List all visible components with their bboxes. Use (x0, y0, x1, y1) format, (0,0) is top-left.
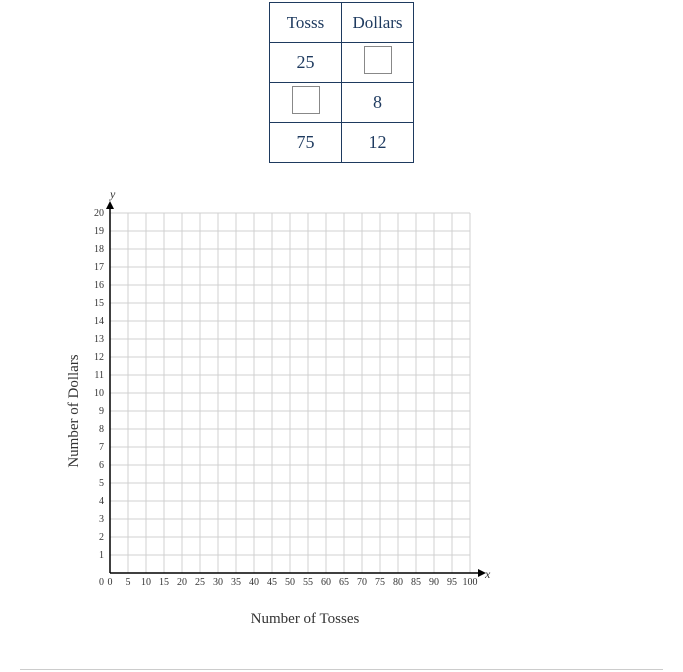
svg-text:2: 2 (99, 532, 104, 543)
svg-text:70: 70 (357, 577, 367, 588)
cell-dollars-2: 12 (342, 123, 414, 163)
svg-text:80: 80 (393, 577, 403, 588)
svg-text:15: 15 (94, 298, 104, 309)
data-table-container: Tosss Dollars 25 8 75 12 (0, 2, 683, 163)
svg-text:7: 7 (99, 442, 104, 453)
svg-text:19: 19 (94, 226, 104, 237)
input-box-tosses-1[interactable] (292, 86, 320, 114)
y-axis-label: Number of Dollars (66, 354, 83, 467)
svg-text:6: 6 (99, 460, 104, 471)
svg-text:17: 17 (94, 262, 104, 273)
svg-text:60: 60 (321, 577, 331, 588)
svg-text:12: 12 (94, 352, 104, 363)
svg-text:50: 50 (285, 577, 295, 588)
svg-text:16: 16 (94, 280, 104, 291)
cell-tosses-2: 75 (270, 123, 342, 163)
svg-text:20: 20 (177, 577, 187, 588)
svg-text:15: 15 (159, 577, 169, 588)
svg-text:0: 0 (108, 577, 113, 588)
svg-text:14: 14 (94, 316, 104, 327)
svg-text:90: 90 (429, 577, 439, 588)
svg-text:40: 40 (249, 577, 259, 588)
svg-text:10: 10 (94, 388, 104, 399)
svg-text:4: 4 (99, 496, 104, 507)
svg-text:30: 30 (213, 577, 223, 588)
svg-text:10: 10 (141, 577, 151, 588)
svg-text:45: 45 (267, 577, 277, 588)
svg-text:5: 5 (99, 478, 104, 489)
cell-tosses-0: 25 (270, 43, 342, 83)
svg-text:20: 20 (94, 208, 104, 219)
svg-text:11: 11 (94, 370, 104, 381)
header-tosses: Tosss (270, 3, 342, 43)
header-dollars: Dollars (342, 3, 414, 43)
table-row: 8 (270, 83, 414, 123)
cell-tosses-1 (270, 83, 342, 123)
svg-text:3: 3 (99, 514, 104, 525)
table-header-row: Tosss Dollars (270, 3, 414, 43)
table-row: 25 (270, 43, 414, 83)
svg-text:9: 9 (99, 406, 104, 417)
svg-text:75: 75 (375, 577, 385, 588)
svg-text:0: 0 (99, 577, 104, 588)
svg-text:5: 5 (126, 577, 131, 588)
svg-text:18: 18 (94, 244, 104, 255)
svg-text:13: 13 (94, 334, 104, 345)
cell-dollars-0 (342, 43, 414, 83)
x-axis-symbol: x (485, 567, 490, 582)
table-row: 75 12 (270, 123, 414, 163)
data-table: Tosss Dollars 25 8 75 12 (269, 2, 414, 163)
y-axis-symbol: y (110, 187, 115, 202)
svg-text:65: 65 (339, 577, 349, 588)
svg-text:35: 35 (231, 577, 241, 588)
svg-text:55: 55 (303, 577, 313, 588)
input-box-dollars-0[interactable] (364, 46, 392, 74)
chart-container: y Number of Dollars 05101520253035404550… (70, 193, 500, 628)
svg-text:8: 8 (99, 424, 104, 435)
cell-dollars-1: 8 (342, 83, 414, 123)
x-axis-label: Number of Tosses (110, 611, 500, 628)
svg-text:85: 85 (411, 577, 421, 588)
svg-text:100: 100 (463, 577, 478, 588)
chart-svg: 0510152025303540455055606570758085909510… (70, 193, 490, 593)
svg-text:1: 1 (99, 550, 104, 561)
svg-text:95: 95 (447, 577, 457, 588)
svg-text:25: 25 (195, 577, 205, 588)
